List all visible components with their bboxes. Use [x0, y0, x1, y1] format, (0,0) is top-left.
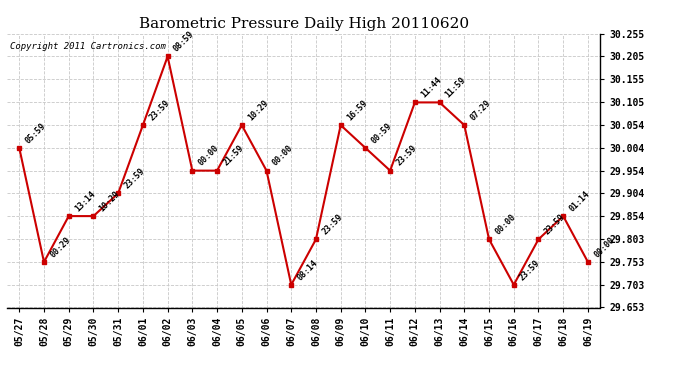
Text: 00:00: 00:00 — [592, 235, 616, 259]
Text: 23:59: 23:59 — [122, 166, 146, 190]
Text: 23:59: 23:59 — [320, 213, 344, 237]
Text: 05:59: 05:59 — [23, 121, 48, 145]
Text: 10:29: 10:29 — [97, 189, 121, 213]
Text: 11:44: 11:44 — [419, 76, 443, 100]
Text: 08:59: 08:59 — [172, 30, 196, 54]
Text: 00:59: 00:59 — [370, 121, 393, 145]
Title: Barometric Pressure Daily High 20110620: Barometric Pressure Daily High 20110620 — [139, 17, 469, 31]
Text: 00:00: 00:00 — [197, 144, 221, 168]
Text: 23:59: 23:59 — [147, 98, 171, 122]
Text: 16:59: 16:59 — [345, 98, 369, 122]
Text: 10:29: 10:29 — [246, 98, 270, 122]
Text: 11:59: 11:59 — [444, 76, 468, 100]
Text: Copyright 2011 Cartronics.com: Copyright 2011 Cartronics.com — [10, 42, 166, 51]
Text: 23:59: 23:59 — [542, 213, 566, 237]
Text: 21:59: 21:59 — [221, 144, 245, 168]
Text: 00:29: 00:29 — [48, 235, 72, 259]
Text: 00:00: 00:00 — [270, 144, 295, 168]
Text: 08:14: 08:14 — [295, 258, 319, 282]
Text: 23:59: 23:59 — [518, 258, 542, 282]
Text: 01:14: 01:14 — [567, 189, 591, 213]
Text: 00:00: 00:00 — [493, 213, 518, 237]
Text: 23:59: 23:59 — [394, 144, 418, 168]
Text: 13:14: 13:14 — [73, 189, 97, 213]
Text: 07:29: 07:29 — [469, 98, 493, 122]
